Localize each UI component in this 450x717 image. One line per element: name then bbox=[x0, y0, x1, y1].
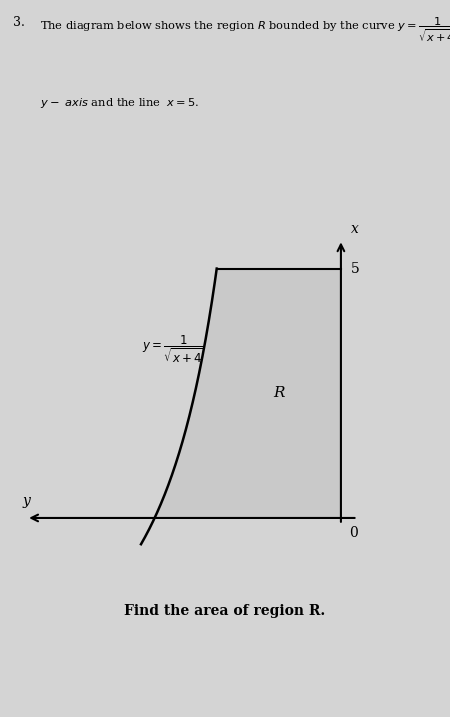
Text: $y=\dfrac{1}{\sqrt{x+4}}$: $y=\dfrac{1}{\sqrt{x+4}}$ bbox=[142, 333, 205, 365]
Text: 0: 0 bbox=[349, 526, 358, 541]
Text: 3.: 3. bbox=[14, 16, 25, 29]
Polygon shape bbox=[155, 269, 341, 518]
Text: R: R bbox=[273, 386, 284, 400]
Text: Find the area of region R.: Find the area of region R. bbox=[124, 604, 326, 618]
Text: x: x bbox=[351, 222, 359, 236]
Text: $y-$ $axis$ and the line  $x=5$.: $y-$ $axis$ and the line $x=5$. bbox=[40, 96, 200, 110]
Text: y: y bbox=[22, 494, 30, 508]
Text: 5: 5 bbox=[351, 262, 360, 275]
Text: The diagram below shows the region $R$ bounded by the curve $y=\dfrac{1}{\sqrt{x: The diagram below shows the region $R$ b… bbox=[40, 16, 450, 44]
